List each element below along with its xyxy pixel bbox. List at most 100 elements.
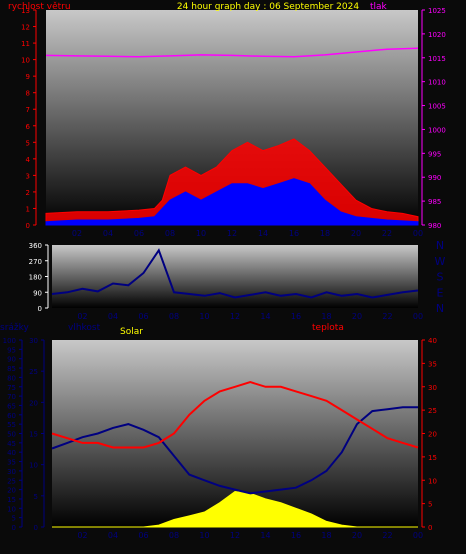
direction-x-tick-06: 06 — [138, 312, 148, 321]
wind-y-axis-tick-10: 10 — [21, 57, 30, 65]
rain-y-axis-tick-35: 35 — [7, 459, 16, 467]
temperature-x-tick-02: 02 — [77, 531, 87, 540]
compass-label-E-3: E — [437, 286, 444, 299]
direction-y-axis-tick-270: 270 — [29, 258, 42, 266]
temperature-y-axis-tick-20: 20 — [428, 431, 437, 439]
temperature-x-tick-00: 00 — [413, 531, 423, 540]
temperature-x-tick-14: 14 — [260, 531, 270, 540]
direction-x-tick-04: 04 — [108, 312, 118, 321]
wind-x-tick-06: 06 — [134, 229, 144, 238]
rain-y-axis-tick-65: 65 — [7, 402, 16, 410]
rain-y-axis-tick-95: 95 — [7, 346, 16, 354]
temperature-y-axis-tick-15: 15 — [428, 454, 437, 462]
wind-y-axis-tick-3: 3 — [26, 172, 30, 180]
temperature-y-axis-tick-40: 40 — [428, 337, 437, 345]
humidity-y-axis-tick-15: 15 — [29, 431, 38, 439]
direction-x-tick-08: 08 — [169, 312, 179, 321]
temperature-x-tick-22: 22 — [382, 531, 392, 540]
wind-y-axis-tick-5: 5 — [26, 139, 30, 147]
rain-y-axis-tick-100: 100 — [3, 337, 16, 345]
temperature-y-axis-tick-10: 10 — [428, 477, 437, 485]
direction-x-tick-12: 12 — [230, 312, 240, 321]
rain-y-axis-tick-15: 15 — [7, 496, 16, 504]
pressure-y-axis-tick-1010: 1010 — [428, 79, 446, 87]
direction-x-tick-16: 16 — [291, 312, 301, 321]
wind-y-axis-tick-12: 12 — [21, 24, 30, 32]
wind-x-tick-14: 14 — [258, 229, 268, 238]
rain-y-axis-tick-5: 5 — [12, 515, 16, 523]
pressure-y-axis-tick-1025: 1025 — [428, 7, 446, 15]
rain-y-axis-tick-10: 10 — [7, 505, 16, 513]
temperature-y-axis-tick-0: 0 — [428, 524, 432, 532]
direction-y-axis-tick-180: 180 — [29, 274, 42, 282]
humidity-y-axis-tick-25: 25 — [29, 368, 38, 376]
wind-y-axis-tick-9: 9 — [26, 73, 30, 81]
wind-speed-series — [45, 178, 419, 226]
direction-x-tick-10: 10 — [199, 312, 209, 321]
rain-y-axis-tick-30: 30 — [7, 468, 16, 476]
wind-x-tick-10: 10 — [196, 229, 206, 238]
direction-x-tick-02: 02 — [77, 312, 87, 321]
temperature-series — [51, 381, 419, 449]
wind-x-tick-02: 02 — [72, 229, 82, 238]
solar-axis-label: Solar — [120, 327, 143, 337]
wind-x-tick-12: 12 — [227, 229, 237, 238]
rain-y-axis-tick-25: 25 — [7, 477, 16, 485]
temperature-x-tick-18: 18 — [321, 531, 331, 540]
rain-y-axis-tick-80: 80 — [7, 374, 16, 382]
wind-y-axis-tick-13: 13 — [21, 7, 30, 15]
direction-x-tick-14: 14 — [260, 312, 270, 321]
wind-y-axis-tick-6: 6 — [26, 123, 31, 131]
temperature-x-tick-20: 20 — [352, 531, 362, 540]
temperature-axis-label: teplota — [312, 323, 344, 333]
compass-label-N-0: N — [436, 239, 444, 252]
temperature-x-tick-08: 08 — [169, 531, 179, 540]
wind-x-tick-00: 00 — [413, 229, 423, 238]
wind-x-tick-16: 16 — [289, 229, 299, 238]
temperature-x-tick-12: 12 — [230, 531, 240, 540]
humidity-series — [51, 406, 418, 495]
pressure-y-axis-tick-985: 985 — [428, 198, 441, 206]
rain-y-axis-tick-70: 70 — [7, 393, 16, 401]
rain-y-axis-tick-75: 75 — [7, 384, 16, 392]
rain-y-axis-tick-85: 85 — [7, 365, 16, 373]
temperature-y-axis-tick-5: 5 — [428, 501, 432, 509]
humidity-axis-label: vlhkost — [68, 323, 101, 333]
temperature-x-tick-06: 06 — [138, 531, 148, 540]
wind-direction-series — [51, 248, 419, 299]
pressure-y-axis-tick-1020: 1020 — [428, 31, 446, 39]
rain-y-axis-tick-60: 60 — [7, 412, 16, 420]
wind-x-tick-08: 08 — [165, 229, 175, 238]
rain-y-axis-tick-20: 20 — [7, 487, 16, 495]
direction-y-axis-tick-360: 360 — [29, 242, 42, 250]
pressure-y-axis-tick-1015: 1015 — [428, 55, 446, 63]
wind-y-axis-tick-7: 7 — [26, 106, 30, 114]
pressure-axis-label: tlak — [370, 2, 388, 12]
pressure-y-axis-tick-995: 995 — [428, 150, 441, 158]
rain-axis-label: srážky — [0, 323, 30, 333]
wind-y-axis-tick-0: 0 — [26, 222, 30, 230]
compass-label-S-2: S — [437, 271, 444, 284]
chart-title: 24 hour graph day : 06 September 2024 — [177, 2, 359, 12]
rain-y-axis-tick-0: 0 — [12, 524, 16, 532]
pressure-y-axis-tick-980: 980 — [428, 222, 441, 230]
wind-y-axis-tick-1: 1 — [26, 205, 30, 213]
pressure-y-axis-tick-1000: 1000 — [428, 126, 446, 134]
compass-label-N-4: N — [436, 302, 444, 315]
wind-x-tick-18: 18 — [320, 229, 330, 238]
direction-x-tick-20: 20 — [352, 312, 362, 321]
wind-y-axis-tick-11: 11 — [21, 40, 30, 48]
direction-y-axis-tick-0: 0 — [38, 305, 42, 313]
direction-x-tick-00: 00 — [413, 312, 423, 321]
pressure-series — [45, 47, 419, 58]
humidity-y-axis-tick-20: 20 — [29, 399, 38, 407]
wind-x-tick-04: 04 — [103, 229, 113, 238]
wind-y-axis-tick-8: 8 — [26, 90, 30, 98]
rain-y-axis-tick-55: 55 — [7, 421, 16, 429]
humidity-y-axis-tick-10: 10 — [29, 462, 38, 470]
direction-y-axis-tick-90: 90 — [33, 289, 42, 297]
wind-x-tick-22: 22 — [382, 229, 392, 238]
humidity-y-axis-tick-30: 30 — [29, 337, 38, 345]
temperature-x-tick-10: 10 — [199, 531, 209, 540]
